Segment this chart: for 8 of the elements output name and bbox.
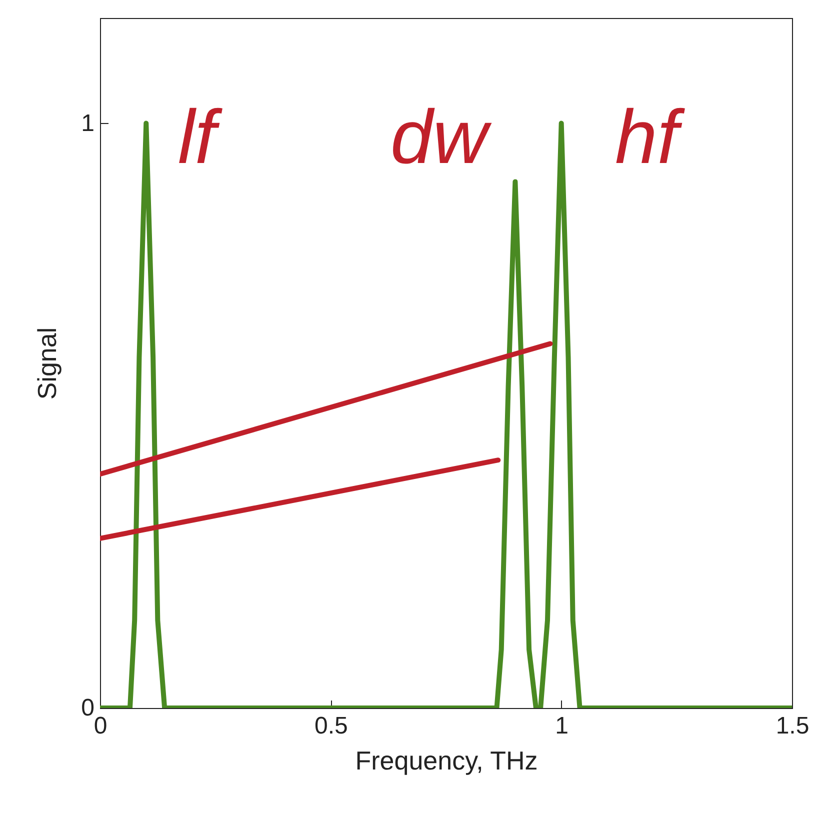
x-tick-label: 1 xyxy=(555,712,569,740)
annotation: hf xyxy=(614,95,686,180)
x-tick-label: 0.5 xyxy=(314,712,348,740)
x-tick-label: 1.5 xyxy=(776,712,810,740)
y-axis-title: Signal xyxy=(32,327,62,400)
annotation: lf xyxy=(178,95,223,180)
annotation: dw xyxy=(390,95,492,180)
x-axis-title: Frequency, THz xyxy=(355,746,538,776)
